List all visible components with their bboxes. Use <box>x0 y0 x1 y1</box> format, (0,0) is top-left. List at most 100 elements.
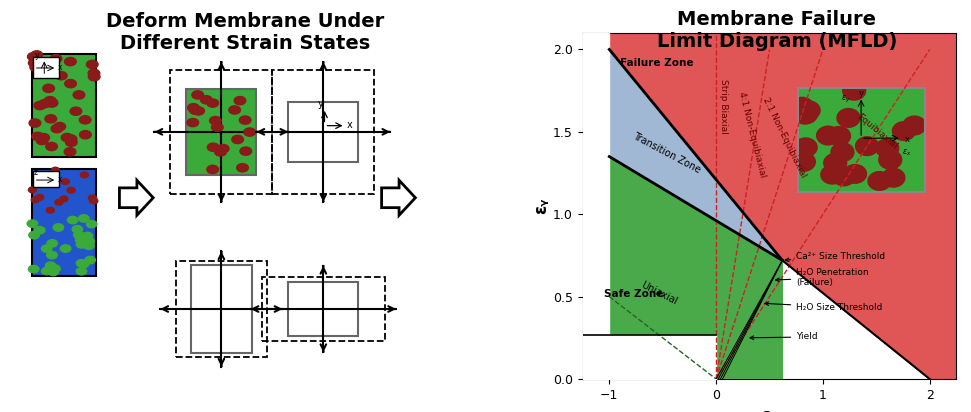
Circle shape <box>47 251 57 259</box>
Text: Transition Zone: Transition Zone <box>631 131 702 175</box>
Circle shape <box>30 63 42 71</box>
Bar <box>288 282 358 336</box>
Circle shape <box>77 260 86 267</box>
Text: y: y <box>318 99 323 109</box>
Circle shape <box>79 260 88 268</box>
Bar <box>32 54 96 157</box>
Circle shape <box>212 123 223 131</box>
Circle shape <box>67 187 75 193</box>
Circle shape <box>84 242 94 249</box>
Circle shape <box>27 53 39 61</box>
Circle shape <box>74 232 84 239</box>
Circle shape <box>36 194 44 200</box>
Circle shape <box>67 216 78 224</box>
Circle shape <box>32 132 44 140</box>
Circle shape <box>200 96 212 104</box>
Bar <box>171 70 272 194</box>
FancyArrow shape <box>119 180 153 215</box>
Circle shape <box>193 107 205 115</box>
Circle shape <box>51 167 59 173</box>
Circle shape <box>86 60 98 68</box>
Circle shape <box>46 143 57 151</box>
Circle shape <box>207 99 218 107</box>
Circle shape <box>47 99 58 107</box>
Circle shape <box>84 256 95 264</box>
Circle shape <box>31 197 40 203</box>
Circle shape <box>64 147 76 156</box>
Circle shape <box>81 172 88 178</box>
Circle shape <box>244 128 255 136</box>
Circle shape <box>88 73 100 81</box>
Circle shape <box>61 133 73 142</box>
Bar <box>33 57 59 78</box>
Circle shape <box>61 179 69 185</box>
Circle shape <box>55 72 67 80</box>
Circle shape <box>83 232 92 240</box>
Circle shape <box>237 164 249 172</box>
Circle shape <box>239 116 251 124</box>
Circle shape <box>30 55 42 63</box>
Circle shape <box>240 147 251 155</box>
Circle shape <box>48 268 58 276</box>
Circle shape <box>43 84 54 92</box>
Bar <box>288 102 358 162</box>
Circle shape <box>229 106 241 114</box>
Circle shape <box>70 107 82 115</box>
Circle shape <box>45 115 56 123</box>
Circle shape <box>42 245 51 252</box>
Circle shape <box>27 220 38 227</box>
Circle shape <box>65 135 77 143</box>
Circle shape <box>34 227 45 234</box>
Circle shape <box>80 116 91 124</box>
Circle shape <box>50 265 60 272</box>
Text: z: z <box>33 168 37 177</box>
Text: Strip Biaxial: Strip Biaxial <box>719 79 728 134</box>
Circle shape <box>45 96 56 105</box>
Circle shape <box>187 119 199 127</box>
Bar <box>272 70 375 194</box>
Circle shape <box>34 101 46 110</box>
Circle shape <box>54 122 66 131</box>
Circle shape <box>53 224 63 231</box>
Circle shape <box>51 124 63 133</box>
Text: Equibiaxial: Equibiaxial <box>854 112 899 151</box>
Circle shape <box>46 98 57 107</box>
Circle shape <box>232 136 244 144</box>
Circle shape <box>48 265 57 273</box>
Text: 2:1 Non-Equibiaxial: 2:1 Non-Equibiaxial <box>761 96 808 179</box>
Circle shape <box>208 143 219 151</box>
Circle shape <box>28 187 37 193</box>
Circle shape <box>47 240 57 247</box>
Circle shape <box>50 54 62 63</box>
Bar <box>262 277 385 341</box>
Circle shape <box>42 267 52 275</box>
Circle shape <box>84 238 94 245</box>
Y-axis label: εᵧ: εᵧ <box>532 198 551 214</box>
Circle shape <box>215 148 226 156</box>
Circle shape <box>65 138 77 146</box>
Bar <box>190 265 252 353</box>
Text: Deform Membrane Under
Different Strain States: Deform Membrane Under Different Strain S… <box>106 12 384 54</box>
Circle shape <box>65 80 77 88</box>
Circle shape <box>89 198 98 204</box>
Text: Ca²⁺ Size Threshold: Ca²⁺ Size Threshold <box>786 252 886 262</box>
Text: Uniaxial: Uniaxial <box>639 280 679 307</box>
Text: Safe Zone: Safe Zone <box>604 289 663 299</box>
Text: x: x <box>58 175 63 184</box>
Text: H₂O Size Threshold: H₂O Size Threshold <box>765 302 883 312</box>
Circle shape <box>36 136 48 145</box>
Circle shape <box>77 267 86 275</box>
Circle shape <box>64 58 76 66</box>
Text: Failure Zone: Failure Zone <box>619 58 693 68</box>
Circle shape <box>192 91 204 99</box>
Circle shape <box>76 241 86 248</box>
Circle shape <box>189 106 201 115</box>
Polygon shape <box>610 157 783 379</box>
Polygon shape <box>783 25 956 400</box>
Circle shape <box>210 117 221 125</box>
Text: H₂O Penetration
(Failure): H₂O Penetration (Failure) <box>776 268 869 287</box>
Polygon shape <box>610 49 783 260</box>
Bar <box>32 169 96 276</box>
Text: x: x <box>58 63 63 73</box>
Circle shape <box>54 199 63 205</box>
